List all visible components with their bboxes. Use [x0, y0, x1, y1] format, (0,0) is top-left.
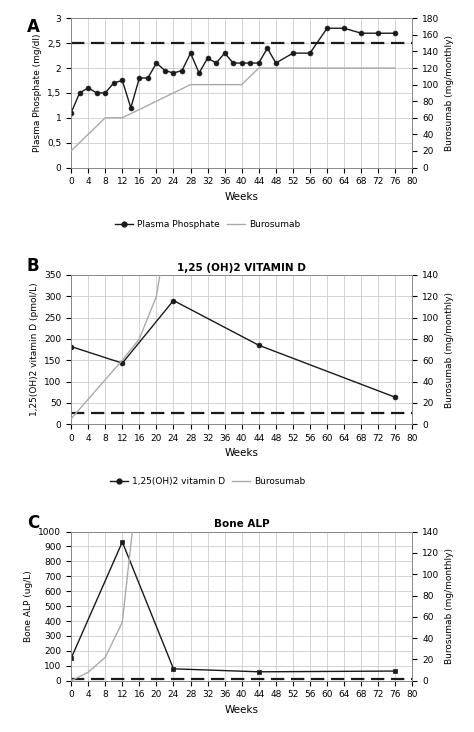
Text: B: B — [27, 257, 39, 275]
Y-axis label: 1,25(OH)2 vitamin D (pmol/L): 1,25(OH)2 vitamin D (pmol/L) — [29, 283, 38, 417]
X-axis label: Weeks: Weeks — [225, 449, 259, 458]
Y-axis label: Burosumab (mg/monthly): Burosumab (mg/monthly) — [445, 548, 454, 664]
Y-axis label: Burosumab (mg/monthly): Burosumab (mg/monthly) — [445, 291, 454, 408]
Y-axis label: Plasma Phosphate (mg/dl): Plasma Phosphate (mg/dl) — [33, 34, 42, 152]
Legend: Plasma Phosphate, Burosumab: Plasma Phosphate, Burosumab — [112, 217, 303, 233]
Legend: 1,25(OH)2 vitamin D, Burosumab: 1,25(OH)2 vitamin D, Burosumab — [107, 474, 309, 490]
Title: 1,25 (OH)2 VITAMIN D: 1,25 (OH)2 VITAMIN D — [177, 263, 306, 273]
Text: C: C — [27, 514, 39, 531]
Y-axis label: Burosumab (mg/monthly): Burosumab (mg/monthly) — [445, 35, 454, 151]
Legend: Bone ALP, Burosumab: Bone ALP, Burosumab — [132, 730, 283, 732]
X-axis label: Weeks: Weeks — [225, 705, 259, 715]
Y-axis label: Bone ALP (ug/L): Bone ALP (ug/L) — [24, 570, 33, 642]
X-axis label: Weeks: Weeks — [225, 192, 259, 202]
Text: A: A — [27, 18, 40, 37]
Title: Bone ALP: Bone ALP — [214, 520, 270, 529]
